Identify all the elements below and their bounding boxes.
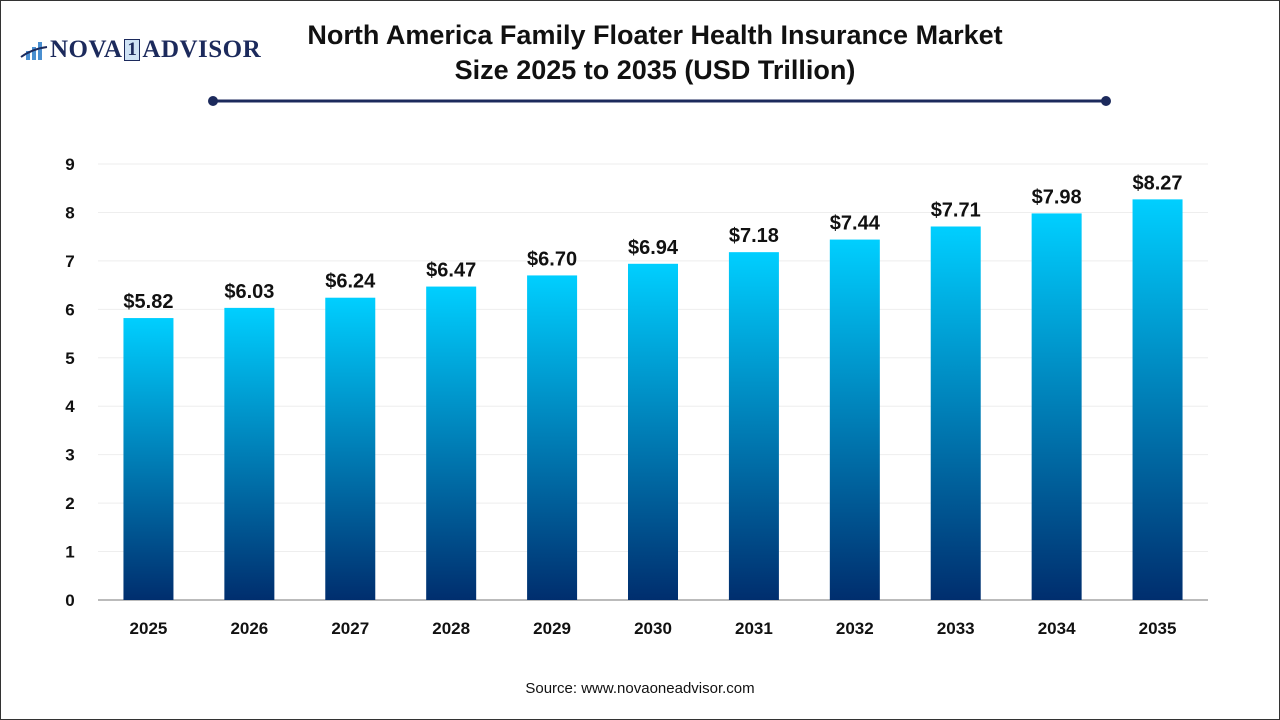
data-label: $8.27 (1133, 172, 1183, 194)
y-tick-label: 8 (65, 203, 74, 222)
bar-2030 (628, 263, 678, 600)
y-tick-label: 0 (65, 591, 74, 610)
bar-2031 (728, 252, 779, 600)
x-tick-label: 2034 (1038, 619, 1076, 638)
x-tick-label: 2035 (1139, 619, 1177, 638)
bar-2028 (426, 286, 477, 600)
logo-bars-icon (20, 42, 48, 60)
y-tick-label: 2 (65, 494, 74, 513)
x-tick-label: 2029 (533, 619, 571, 638)
data-label: $7.18 (729, 225, 779, 247)
logo-text-advisor: ADVISOR (142, 36, 262, 63)
x-tick-label: 2031 (735, 619, 773, 638)
y-tick-label: 1 (65, 543, 74, 562)
nova-advisor-logo: NOVA 1 ADVISOR (20, 36, 261, 64)
chart-title: North America Family Floater Health Insu… (307, 20, 1003, 85)
logo-text-nova: NOVA (50, 36, 123, 63)
data-label: $6.24 (325, 271, 376, 293)
data-label: $6.70 (527, 248, 577, 270)
bar-2029 (527, 275, 578, 600)
bar-2035 (1132, 199, 1183, 600)
x-tick-label: 2027 (331, 619, 369, 638)
data-label: $7.44 (830, 213, 881, 235)
bar-2032 (829, 239, 880, 600)
source-note: Source: www.novaoneadvisor.com (525, 680, 755, 697)
data-label: $6.03 (224, 281, 274, 303)
y-tick-label: 3 (65, 446, 74, 465)
bar-2033 (930, 226, 981, 600)
data-label: $6.94 (628, 237, 679, 259)
data-label: $5.82 (123, 291, 173, 313)
x-tick-label: 2030 (634, 619, 672, 638)
bar-2025 (123, 318, 174, 600)
bar-2027 (325, 297, 376, 600)
x-tick-label: 2033 (937, 619, 975, 638)
bar-2034 (1031, 213, 1082, 600)
bar-2026 (224, 307, 275, 600)
y-tick-label: 9 (65, 155, 74, 174)
y-tick-label: 5 (65, 349, 74, 368)
y-tick-label: 4 (65, 397, 75, 416)
data-label: $7.71 (931, 199, 981, 221)
x-tick-label: 2028 (432, 619, 470, 638)
title-rule (208, 96, 1111, 106)
x-tick-label: 2025 (130, 619, 168, 638)
y-tick-label: 7 (65, 252, 74, 271)
data-label: $6.47 (426, 260, 476, 282)
x-tick-label: 2032 (836, 619, 874, 638)
data-label: $7.98 (1032, 186, 1082, 208)
x-tick-label: 2026 (230, 619, 268, 638)
y-tick-label: 6 (65, 300, 74, 319)
logo-text-one: 1 (124, 39, 141, 61)
